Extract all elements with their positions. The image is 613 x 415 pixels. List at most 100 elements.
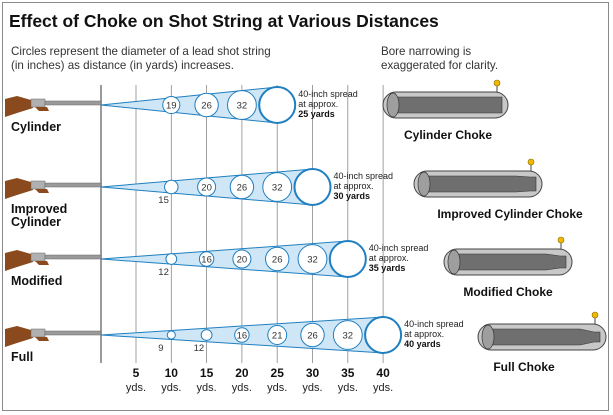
diameter-label: 12 — [194, 343, 205, 354]
shotgun-forend — [35, 337, 49, 341]
diameter-label: 32 — [307, 255, 318, 266]
forty-inch-circle — [293, 168, 332, 206]
diameter-label: 12 — [158, 267, 169, 278]
diameter-label: 16 — [201, 255, 212, 266]
axis-yard-unit: yds. — [126, 382, 146, 394]
diagram-frame: Effect of Choke on Shot String at Variou… — [2, 2, 609, 411]
choke-label: Cylinder Choke — [404, 128, 492, 142]
row-label: Cylinder — [11, 120, 61, 134]
spread-line2: at approx. — [334, 181, 374, 191]
shotgun-forend — [35, 261, 49, 265]
diameter-label: 26 — [307, 331, 318, 342]
shot-circle — [197, 177, 217, 197]
shot-circle — [229, 174, 255, 200]
intro-right-line2: exaggerated for clarity. — [381, 59, 498, 72]
barrel-muzzle-end — [481, 324, 495, 350]
shot-circle — [297, 244, 328, 274]
shotgun-stock — [5, 178, 33, 199]
barrel-bore — [487, 328, 601, 346]
choke-barrel-icon — [443, 236, 573, 276]
shotgun-receiver — [30, 98, 46, 108]
spread-line3: 25 yards — [298, 109, 335, 119]
row-label: Improved — [11, 202, 67, 216]
spread-line1: 40-inch spread — [404, 319, 464, 329]
shot-circle — [162, 95, 181, 115]
diameter-label: 16 — [237, 331, 248, 342]
diameter-label: 19 — [166, 101, 177, 112]
axis-yard-unit: yds. — [338, 382, 358, 394]
axis-yard-unit: yds. — [197, 382, 217, 394]
diameter-label: 32 — [237, 101, 248, 112]
spread-line1: 40-inch spread — [369, 243, 429, 253]
shotgun-forend — [35, 107, 49, 111]
spread-line2: at approx. — [404, 329, 444, 339]
axis-yard-unit: yds. — [232, 382, 252, 394]
barrel-muzzle-end — [447, 249, 461, 275]
shot-circle — [227, 90, 257, 120]
diameter-label: 26 — [272, 255, 283, 266]
spread-line3: 40 yards — [404, 339, 441, 349]
shot-circle — [194, 92, 219, 118]
shot-circle — [262, 172, 293, 202]
bead-sight — [557, 236, 565, 244]
diameter-label: 20 — [237, 255, 248, 266]
spread-line3: 30 yards — [334, 191, 371, 201]
diameter-label: 20 — [201, 183, 212, 194]
shot-string-diagram: Effect of Choke on Shot String at Variou… — [5, 11, 607, 394]
yard-guide-lines — [100, 85, 384, 363]
axis-yard-unit: yds. — [373, 382, 393, 394]
spread-line2: at approx. — [369, 253, 409, 263]
shot-circle — [166, 330, 176, 340]
row-label: Modified — [11, 274, 62, 288]
axis-yard-value: 40 — [376, 366, 390, 380]
axis-yard-value: 5 — [133, 366, 140, 380]
diagram-title: Effect of Choke on Shot String at Variou… — [9, 11, 439, 31]
intro-left-line2: (in inches) as distance (in yards) incre… — [11, 59, 234, 72]
diameter-label: 26 — [201, 101, 212, 112]
axis-yard-value: 15 — [200, 366, 214, 380]
shot-circle — [265, 246, 290, 272]
shotgun-receiver — [30, 252, 46, 262]
shot-circle — [165, 253, 178, 265]
shot-circle — [232, 249, 252, 269]
diameter-label: 32 — [343, 331, 354, 342]
forty-inch-circle — [258, 86, 297, 124]
axis-yard-value: 20 — [235, 366, 249, 380]
shot-circle — [234, 327, 250, 343]
shotgun-icon — [5, 96, 102, 117]
shotgun-barrel — [44, 330, 102, 336]
diameter-label: 21 — [272, 331, 283, 342]
shotgun-barrel — [44, 182, 102, 188]
shot-circle — [267, 325, 288, 345]
shotgun-stock — [5, 326, 33, 347]
bead-sight — [493, 79, 501, 87]
shotgun-barrel — [44, 100, 102, 106]
intro-left-line1: Circles represent the diameter of a lead… — [11, 45, 271, 58]
shotgun-icon — [5, 326, 102, 347]
barrel-bore — [453, 253, 567, 271]
axis-yard-value: 35 — [341, 366, 355, 380]
shotgun-icon — [5, 250, 102, 271]
barrel-bore — [423, 175, 537, 193]
diameter-label: 15 — [158, 195, 169, 206]
row-label: Full — [11, 350, 33, 364]
spread-line2: at approx. — [298, 99, 338, 109]
barrel-bore — [392, 96, 503, 114]
choke-label: Improved Cylinder Choke — [437, 207, 583, 221]
axis-yard-value: 30 — [306, 366, 320, 380]
axis-yard-value: 10 — [165, 366, 179, 380]
diameter-label: 26 — [237, 183, 248, 194]
barrel-muzzle-end — [417, 171, 431, 197]
shot-circle — [164, 179, 179, 195]
forty-inch-circle — [328, 240, 367, 278]
shot-circle — [332, 320, 363, 350]
shot-circle — [198, 251, 215, 267]
shot-circle — [300, 322, 325, 348]
shotgun-stock — [5, 96, 33, 117]
shotgun-stock — [5, 250, 33, 271]
